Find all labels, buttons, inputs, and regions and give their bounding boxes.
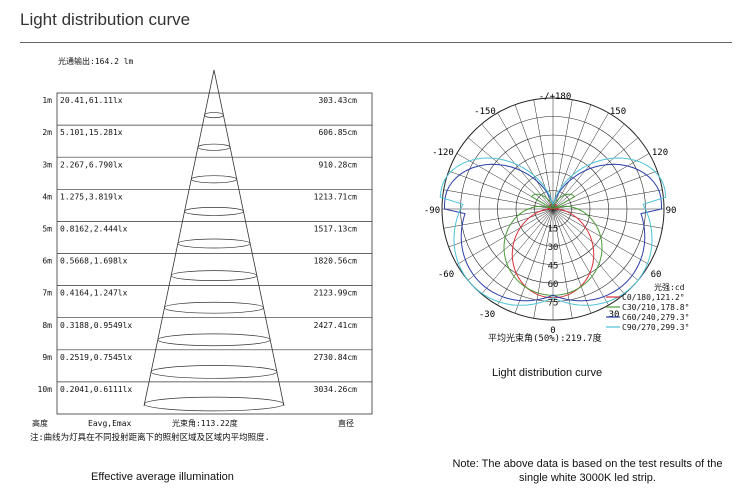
radial-label: 15 bbox=[548, 225, 559, 235]
angle-label-p60: 60 bbox=[651, 270, 662, 280]
footer-beam-angle: 光束角:113.22度 bbox=[172, 418, 238, 428]
cone-ellipse bbox=[170, 270, 258, 281]
row-illuminance-values: 2.267,6.790lx bbox=[60, 160, 123, 169]
row-height-label: 7m bbox=[42, 289, 52, 298]
cone-ellipse bbox=[164, 301, 264, 314]
radial-label: 60 bbox=[548, 280, 559, 290]
curve-c60 bbox=[443, 163, 663, 302]
angle-label-p120: 120 bbox=[652, 148, 668, 158]
cone-ellipse bbox=[144, 396, 284, 412]
radial-label: 30 bbox=[548, 243, 559, 253]
row-height-label: 8m bbox=[42, 321, 52, 330]
cone-ellipse bbox=[197, 143, 231, 151]
radial-scale-labels: 15 30 45 60 75 bbox=[548, 225, 559, 309]
row-illuminance-values: 5.101,15.281x bbox=[60, 128, 123, 137]
row-height-label: 9m bbox=[42, 353, 52, 362]
footer-diameter: 直径 bbox=[338, 418, 354, 428]
row-diameter: 1517.13cm bbox=[314, 224, 358, 233]
angle-label-p90: 90 bbox=[666, 206, 677, 216]
row-diameter: 303.43cm bbox=[318, 96, 357, 105]
title-divider bbox=[20, 42, 732, 43]
angle-label-n120: -120 bbox=[432, 148, 454, 158]
flux-label: 光通输出:164.2 lm bbox=[58, 56, 134, 66]
row-height-label: 3m bbox=[42, 160, 52, 169]
row-height-label: 5m bbox=[42, 224, 52, 233]
row-illuminance-values: 0.5668,1.698lx bbox=[60, 257, 128, 266]
row-diameter: 2730.84cm bbox=[314, 353, 358, 362]
row-illuminance-values: 0.2041,0.6111lx bbox=[60, 385, 132, 394]
cone-ellipse bbox=[150, 365, 278, 379]
illuminance-note: 注:曲线为灯具在不同投射距离下的照射区域及区域内平均照度. bbox=[30, 432, 270, 443]
cone-ellipse bbox=[177, 238, 251, 249]
cone-right-edge bbox=[213, 69, 285, 407]
angle-label-0: 0 bbox=[550, 326, 555, 336]
row-height-label: 1m bbox=[42, 96, 52, 105]
cone-ellipse bbox=[190, 175, 238, 184]
row-illuminance-values: 0.3188,0.9549lx bbox=[60, 321, 132, 330]
footer-height: 高度 bbox=[32, 418, 48, 428]
angle-label-180: -/+180 bbox=[539, 92, 572, 102]
row-diameter: 606.85cm bbox=[318, 128, 357, 137]
angle-label-n90: -90 bbox=[424, 206, 440, 216]
cone-ellipse bbox=[204, 112, 224, 119]
angle-label-n60: -60 bbox=[438, 270, 454, 280]
row-height-label: 4m bbox=[42, 192, 52, 201]
legend-label: C90/270,299.3° bbox=[622, 323, 689, 332]
illuminance-caption: Effective average illumination bbox=[91, 471, 234, 483]
row-illuminance-values: 0.8162,2.444lx bbox=[60, 224, 128, 233]
row-illuminance-values: 20.41,61.11lx bbox=[60, 96, 123, 105]
legend-label: C60/240,279.3° bbox=[622, 313, 689, 322]
row-diameter: 1213.71cm bbox=[314, 192, 358, 201]
row-illuminance-values: 0.2519,0.7545lx bbox=[60, 353, 132, 362]
radial-label: 45 bbox=[548, 262, 559, 272]
angle-label-n150: -150 bbox=[474, 107, 496, 117]
curve-c90 bbox=[439, 157, 667, 306]
row-illuminance-values: 1.275,3.819lx bbox=[60, 192, 123, 201]
cone-ellipse bbox=[184, 206, 244, 216]
row-diameter: 1820.56cm bbox=[314, 257, 358, 266]
cone-left-edge bbox=[143, 69, 215, 407]
intensity-unit-label: 光强:cd bbox=[654, 282, 685, 292]
polar-chart bbox=[439, 97, 667, 321]
beam-average-label: 平均光束角(50%):219.7度 bbox=[488, 332, 602, 344]
row-illuminance-values: 0.4164,1.247lx bbox=[60, 289, 128, 298]
angle-label-p30: 30 bbox=[609, 310, 620, 320]
angle-label-n30: -30 bbox=[479, 310, 495, 320]
legend-label: C30/210,178.8° bbox=[622, 303, 689, 312]
footer-eavg: Eavg,Emax bbox=[88, 419, 132, 428]
radial-label: 75 bbox=[548, 299, 559, 309]
polar-caption: Light distribution curve bbox=[492, 367, 603, 379]
angle-label-p150: 150 bbox=[610, 107, 626, 117]
page-title: Light distribution curve bbox=[20, 10, 191, 29]
polar-legend: C0/180,121.2°C30/210,178.8°C60/240,279.3… bbox=[606, 293, 689, 332]
illuminance-table: 1m 20.41,61.11lx 303.43cm 2m 5.101,15.281x 60… bbox=[38, 69, 373, 415]
row-height-label: 2m bbox=[42, 128, 52, 137]
row-height-label: 10m bbox=[38, 385, 53, 394]
row-diameter: 910.28cm bbox=[318, 160, 357, 169]
legend-label: C0/180,121.2° bbox=[622, 293, 685, 302]
row-diameter: 2427.41cm bbox=[314, 321, 358, 330]
row-height-label: 6m bbox=[42, 257, 52, 266]
row-diameter: 2123.99cm bbox=[314, 289, 358, 298]
row-diameter: 3034.26cm bbox=[314, 385, 358, 394]
footnote: Note: The above data is based on the tes… bbox=[452, 458, 723, 484]
cone-ellipse bbox=[157, 333, 271, 347]
